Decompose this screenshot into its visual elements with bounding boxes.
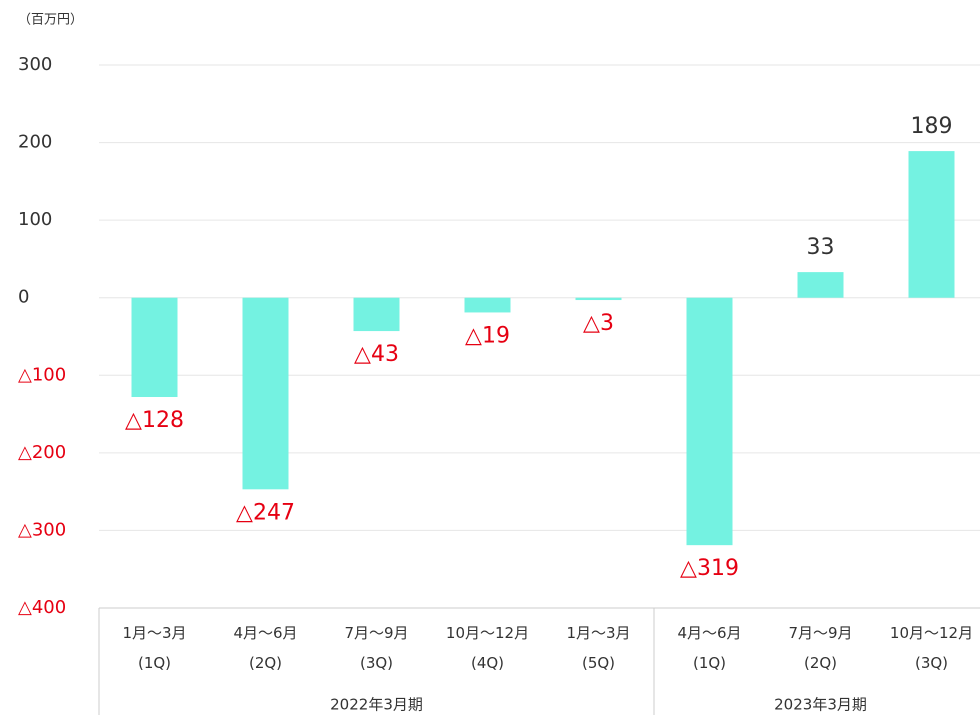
y-tick-label: 200: [18, 132, 52, 153]
bar: [575, 297, 622, 301]
y-tick-label: 300: [18, 54, 52, 75]
value-label: △247: [236, 500, 295, 525]
y-tick-label: △400: [18, 597, 66, 618]
y-tick-label: △100: [18, 364, 66, 385]
x-tick-label: 7月〜9月 (3Q): [344, 624, 409, 672]
x-tick-label: 10月〜12月 (4Q): [445, 624, 530, 672]
value-label: 189: [911, 114, 953, 139]
y-tick-label: △300: [18, 519, 66, 540]
unit-label: （百万円）: [18, 13, 83, 28]
bar: [131, 297, 178, 398]
x-tick-label: 10月〜12月 (3Q): [889, 624, 974, 672]
bar: [242, 297, 289, 490]
group-label: 2023年3月期: [774, 696, 867, 714]
value-label: △43: [354, 342, 399, 367]
bar: [797, 272, 844, 298]
y-tick-label: 0: [18, 287, 29, 308]
bar: [686, 297, 733, 546]
value-label: △19: [465, 323, 510, 348]
value-label: △3: [583, 311, 614, 336]
bar: [464, 297, 511, 313]
value-label: 33: [807, 235, 835, 260]
bar: [908, 151, 955, 298]
y-tick-label: 100: [18, 209, 52, 230]
group-label: 2022年3月期: [330, 696, 423, 714]
value-label: △128: [125, 408, 184, 433]
x-tick-label: 1月〜3月 (1Q): [122, 624, 187, 672]
bar: [353, 297, 400, 332]
x-tick-label: 7月〜9月 (2Q): [788, 624, 853, 672]
x-tick-label: 1月〜3月 (5Q): [566, 624, 631, 672]
y-tick-label: △200: [18, 442, 66, 463]
x-tick-label: 4月〜6月 (2Q): [233, 624, 298, 672]
x-tick-label: 4月〜6月 (1Q): [677, 624, 742, 672]
value-label: △319: [680, 556, 739, 581]
